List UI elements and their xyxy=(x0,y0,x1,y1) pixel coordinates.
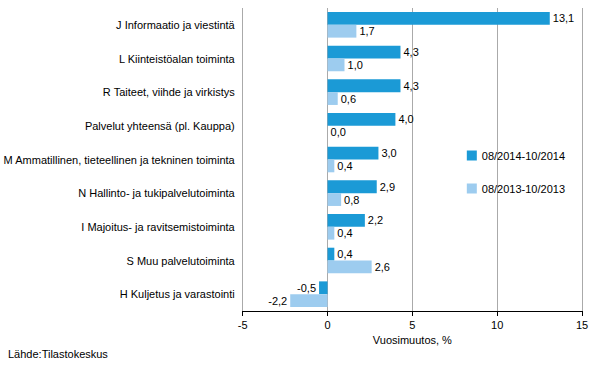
svg-text:0,4: 0,4 xyxy=(337,160,352,172)
svg-text:15: 15 xyxy=(576,319,588,331)
svg-text:S Muu palvelutoiminta: S Muu palvelutoiminta xyxy=(126,255,235,267)
svg-text:08/2013-10/2013: 08/2013-10/2013 xyxy=(482,183,565,195)
svg-text:0,6: 0,6 xyxy=(341,93,356,105)
svg-text:1,0: 1,0 xyxy=(348,59,363,71)
svg-text:Vuosimuutos, %: Vuosimuutos, % xyxy=(373,334,452,346)
svg-text:5: 5 xyxy=(409,319,415,331)
svg-text:1,7: 1,7 xyxy=(359,25,374,37)
svg-text:10: 10 xyxy=(491,319,503,331)
svg-text:H Kuljetus ja varastointi: H Kuljetus ja varastointi xyxy=(120,288,235,300)
svg-text:3,0: 3,0 xyxy=(381,147,396,159)
svg-text:2,2: 2,2 xyxy=(368,214,383,226)
svg-text:4,0: 4,0 xyxy=(398,113,413,125)
svg-text:0: 0 xyxy=(324,319,330,331)
svg-text:08/2014-10/2014: 08/2014-10/2014 xyxy=(482,150,565,162)
svg-text:0,0: 0,0 xyxy=(331,126,346,138)
svg-text:13,1: 13,1 xyxy=(553,12,574,24)
svg-text:Lähde:Tilastokeskus: Lähde:Tilastokeskus xyxy=(8,348,108,360)
svg-text:N Hallinto- ja tukipalvelutoim: N Hallinto- ja tukipalvelutoiminta xyxy=(78,187,235,199)
svg-text:M Ammatillinen, tieteellinen j: M Ammatillinen, tieteellinen ja tekninen… xyxy=(4,154,236,166)
svg-text:L Kiinteistöalan toiminta: L Kiinteistöalan toiminta xyxy=(119,53,236,65)
svg-text:4,3: 4,3 xyxy=(403,80,418,92)
svg-text:J Informaatio ja viestintä: J Informaatio ja viestintä xyxy=(116,19,235,31)
svg-text:2,9: 2,9 xyxy=(380,181,395,193)
svg-text:0,8: 0,8 xyxy=(344,194,359,206)
svg-text:0,4: 0,4 xyxy=(337,248,352,260)
svg-text:Palvelut yhteensä (pl. Kauppa): Palvelut yhteensä (pl. Kauppa) xyxy=(85,120,235,132)
svg-text:4,3: 4,3 xyxy=(403,46,418,58)
svg-text:-0,5: -0,5 xyxy=(297,282,316,294)
svg-text:-5: -5 xyxy=(238,319,248,331)
svg-text:-2,2: -2,2 xyxy=(268,295,287,307)
svg-text:2,6: 2,6 xyxy=(375,261,390,273)
svg-text:R Taiteet, viihde ja virkistys: R Taiteet, viihde ja virkistys xyxy=(103,86,235,98)
svg-text:I Majoitus- ja ravitsemistoimi: I Majoitus- ja ravitsemistoiminta xyxy=(81,221,235,233)
svg-text:0,4: 0,4 xyxy=(337,227,352,239)
